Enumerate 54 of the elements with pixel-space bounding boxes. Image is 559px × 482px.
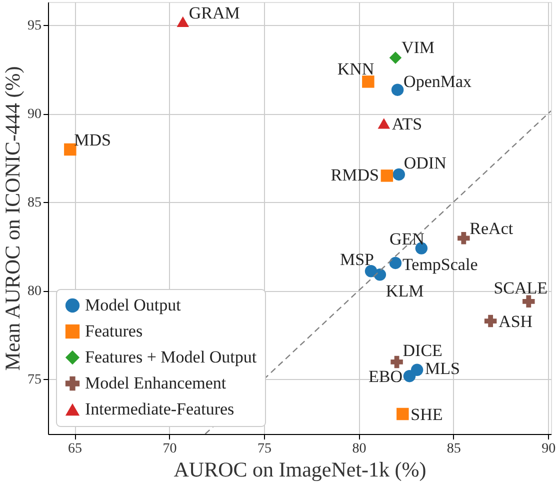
annotation: EBO xyxy=(368,367,402,386)
x-tick-label: 70 xyxy=(162,442,177,456)
point xyxy=(389,256,402,270)
point xyxy=(176,16,190,27)
x-tick-label: 85 xyxy=(446,442,461,456)
annotation: MSP xyxy=(340,250,374,270)
point xyxy=(378,118,390,129)
legend-label: Features xyxy=(85,322,143,340)
legend-label: Intermediate-Features xyxy=(85,400,234,418)
annotation: MLS xyxy=(425,358,460,378)
annotation: ASH xyxy=(498,312,533,332)
annotation: ReAct xyxy=(470,219,514,238)
annotation: OpenMax xyxy=(404,72,472,91)
x-tick-label: 90 xyxy=(542,442,556,456)
annotation: ODIN xyxy=(404,153,446,172)
point xyxy=(391,84,404,96)
y-tick-label: 95 xyxy=(28,18,42,34)
x-axis-title: AUROC on ImageNet-1k (%) xyxy=(174,458,426,482)
annotation: SHE xyxy=(410,404,443,424)
annotation: KNN xyxy=(337,60,374,79)
point xyxy=(403,370,416,382)
point xyxy=(374,268,386,281)
legend-label: Model Output xyxy=(85,296,182,314)
point xyxy=(392,168,405,181)
point xyxy=(380,170,394,182)
annotation: MDS xyxy=(74,130,112,150)
legend-label: Features + Model Output xyxy=(85,348,257,366)
point xyxy=(410,364,424,376)
y-tick-label: 90 xyxy=(28,107,42,122)
y-tick-label: 80 xyxy=(28,284,42,300)
annotation: KLM xyxy=(386,282,424,301)
point xyxy=(64,143,76,156)
annotation: VIM xyxy=(401,38,435,57)
point xyxy=(389,52,402,64)
y-tick-label: 75 xyxy=(28,372,42,388)
annotation: TempScale xyxy=(402,254,478,274)
point xyxy=(396,408,409,420)
legend-label: Model Enhancement xyxy=(85,374,226,392)
annotation: ATS xyxy=(392,114,422,134)
point xyxy=(522,295,535,308)
y-axis-title: Mean AUROC on ICONIC-444 (%) xyxy=(0,66,24,371)
annotation: RMDS xyxy=(330,166,379,185)
x-tick-label: 65 xyxy=(68,442,82,456)
y-tick-label: 85 xyxy=(28,196,42,211)
point xyxy=(362,76,374,88)
x-tick-label: 80 xyxy=(352,442,366,456)
point xyxy=(390,356,403,368)
point xyxy=(484,314,497,328)
x-tick-label: 75 xyxy=(257,442,272,456)
annotation: GEN xyxy=(389,229,424,248)
point xyxy=(458,232,470,244)
annotation: DICE xyxy=(402,340,442,360)
annotation: SCALE xyxy=(494,278,548,298)
annotation: GRAM xyxy=(188,4,240,23)
